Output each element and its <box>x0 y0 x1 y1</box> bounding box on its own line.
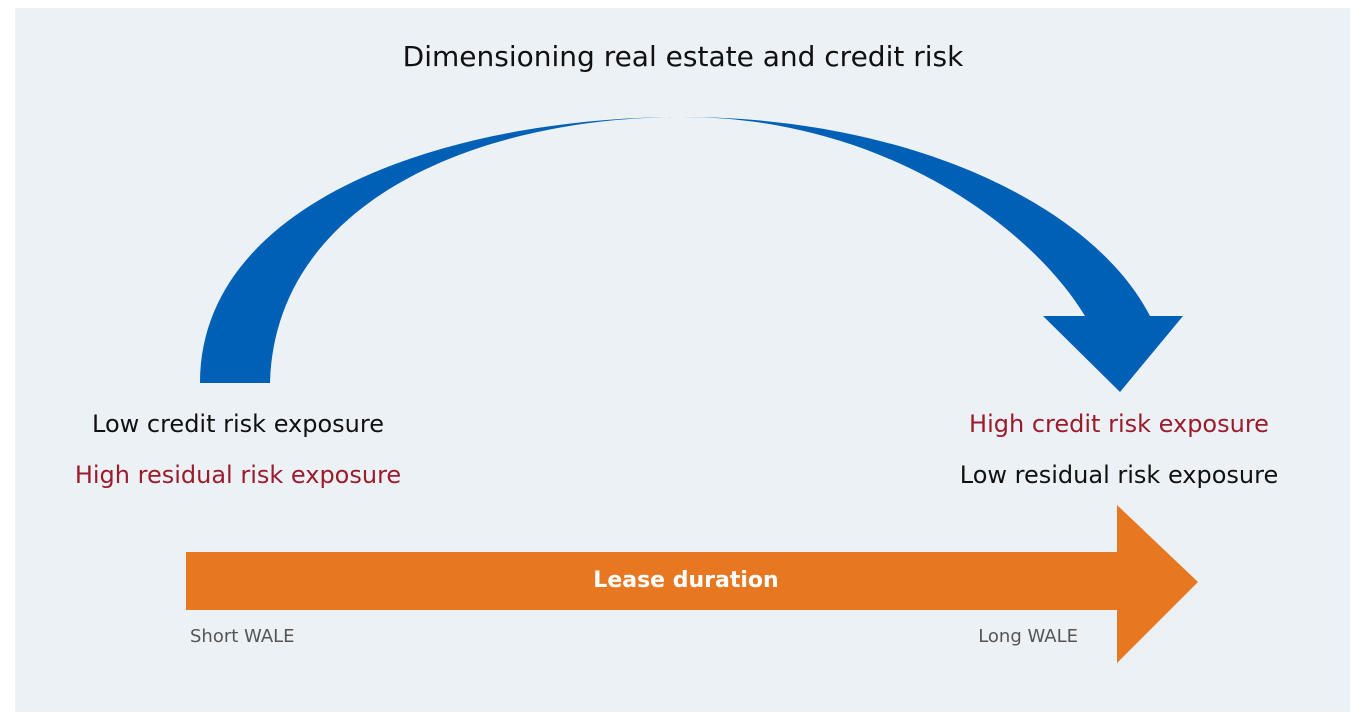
duration-arrow <box>186 505 1198 663</box>
right-credit-risk: High credit risk exposure <box>969 410 1269 438</box>
left-credit-risk: Low credit risk exposure <box>92 410 384 438</box>
title: Dimensioning real estate and credit risk <box>403 40 964 73</box>
right-residual-risk: Low residual risk exposure <box>960 461 1278 489</box>
arrow-label: Lease duration <box>593 568 778 593</box>
left-residual-risk: High residual risk exposure <box>75 461 401 489</box>
arrow-start-label: Short WALE <box>190 626 295 647</box>
arrow-end-label: Long WALE <box>978 626 1078 647</box>
